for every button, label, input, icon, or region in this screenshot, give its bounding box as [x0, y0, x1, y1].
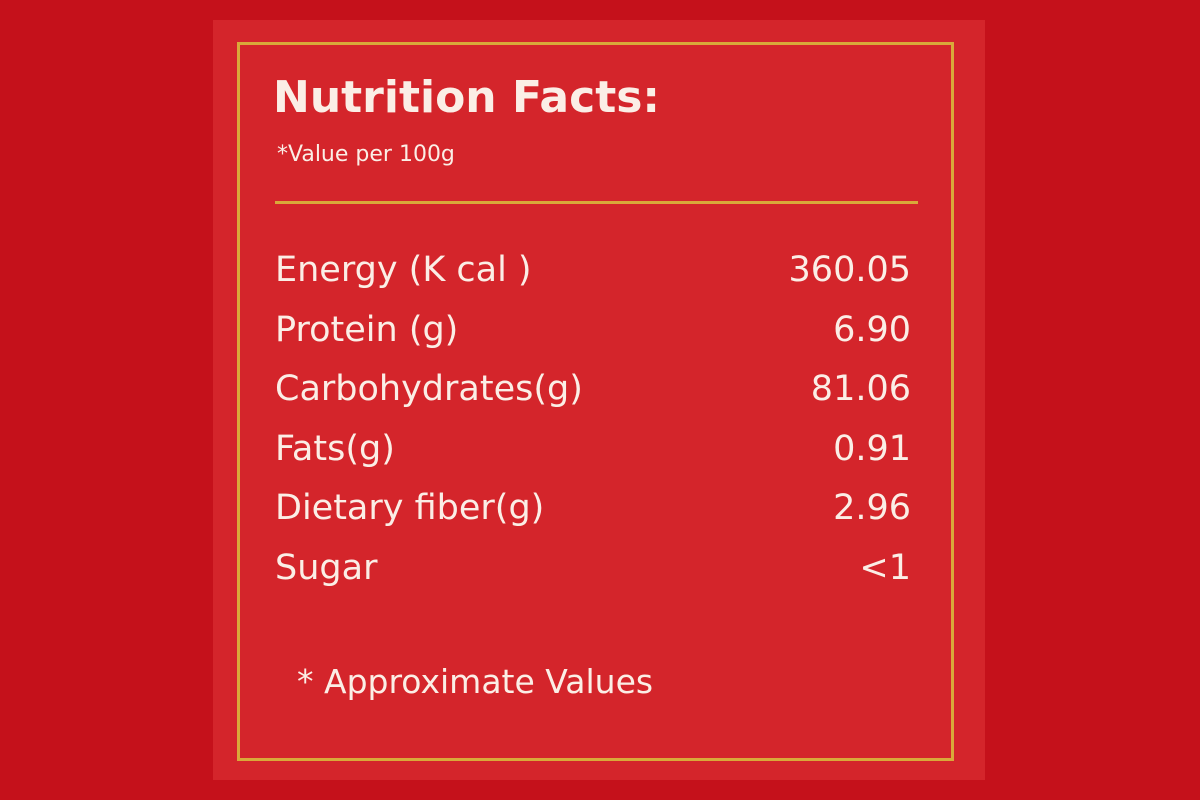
nutrient-row: Protein (g) 6.90 — [275, 310, 911, 362]
nutrient-row: Energy (K cal ) 360.05 — [275, 250, 911, 302]
nutrient-name: Energy (K cal ) — [275, 250, 532, 290]
nutrient-row: Carbohydrates(g) 81.06 — [275, 369, 911, 421]
nutrient-name: Carbohydrates(g) — [275, 369, 583, 409]
nutrient-row: Dietary fiber(g) 2.96 — [275, 488, 911, 540]
nutrient-name: Protein (g) — [275, 309, 459, 350]
title: Nutrition Facts: — [273, 72, 661, 123]
nutrient-name: Sugar — [275, 547, 378, 588]
nutrient-value: 2.96 — [833, 488, 911, 528]
nutrient-row: Sugar <1 — [275, 548, 911, 600]
nutrient-value: 81.06 — [810, 369, 911, 409]
nutrient-name: Fats(g) — [275, 428, 395, 469]
nutrient-value: 6.90 — [833, 309, 911, 350]
nutrient-value: 0.91 — [833, 428, 911, 469]
nutrient-value: 360.05 — [788, 250, 911, 290]
gold-frame — [237, 42, 954, 761]
nutrient-row: Fats(g) 0.91 — [275, 429, 911, 481]
divider — [275, 201, 918, 204]
nutrient-value: <1 — [859, 547, 911, 588]
nutrient-name: Dietary fiber(g) — [275, 488, 545, 528]
label-panel — [213, 20, 985, 780]
footnote: * Approximate Values — [297, 662, 654, 701]
subtitle: *Value per 100g — [277, 142, 455, 167]
